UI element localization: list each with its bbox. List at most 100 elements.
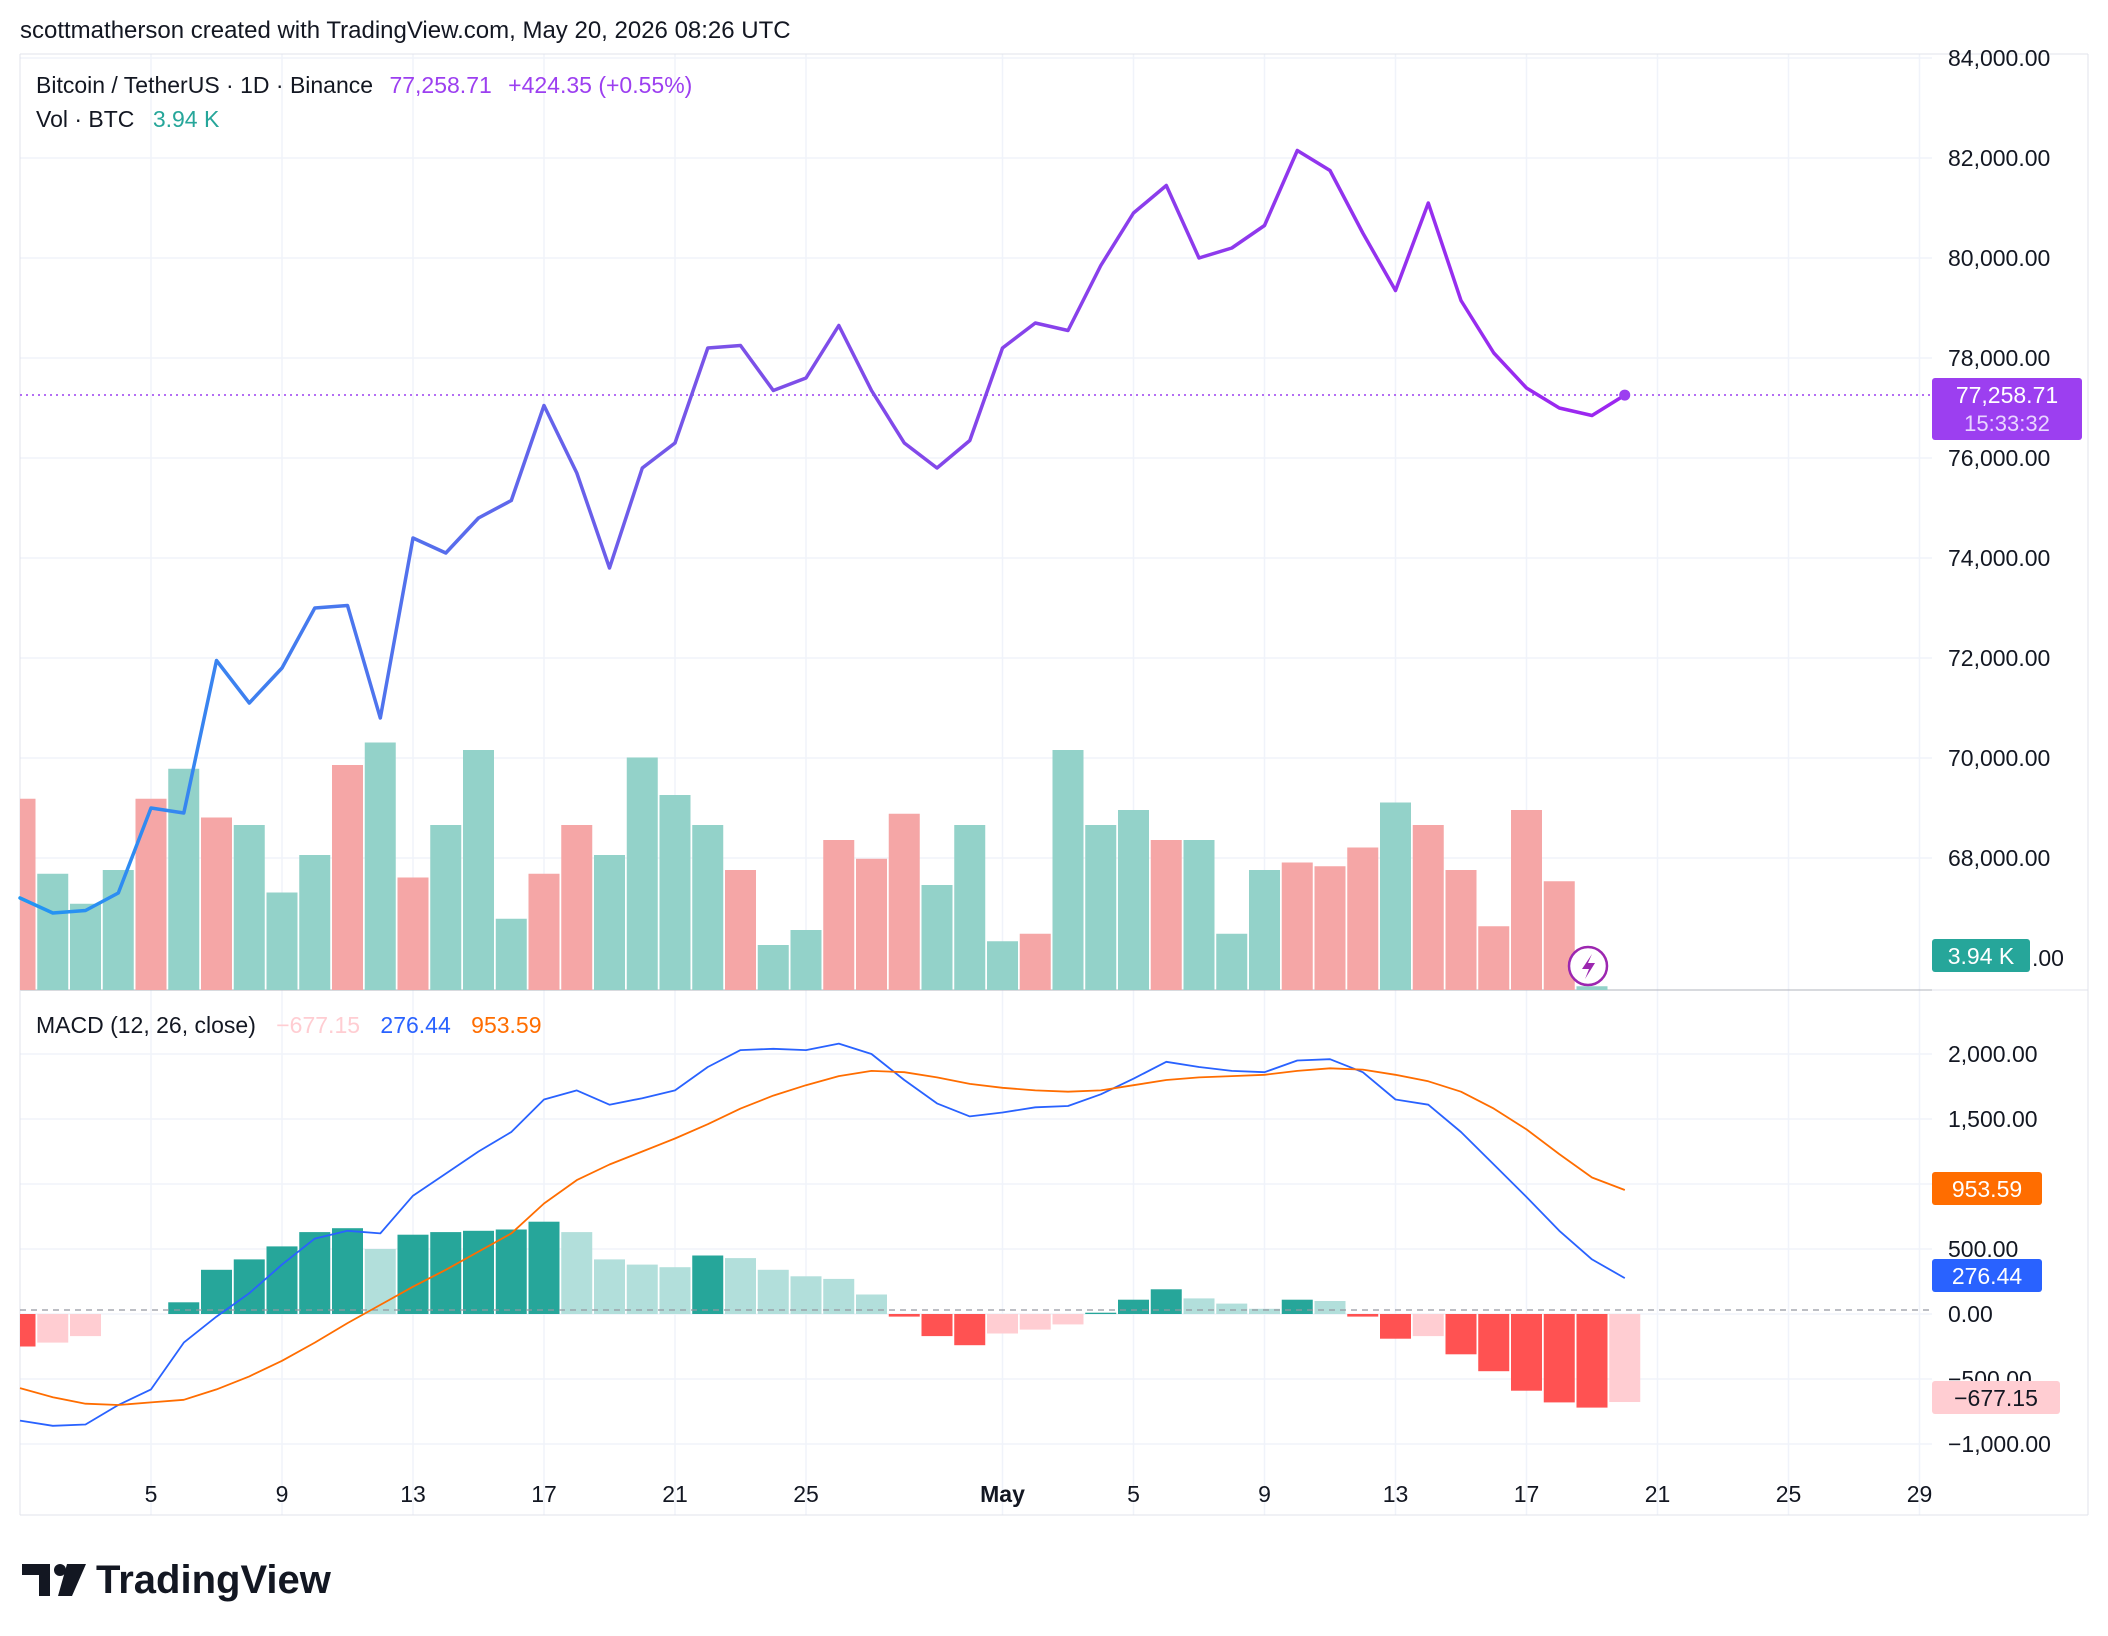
macd-histogram-bar [1347, 1314, 1379, 1317]
legend-volume: Vol · BTC 3.94 K [36, 106, 220, 132]
macd-histogram-bar [70, 1314, 101, 1337]
volume-bar [1347, 847, 1379, 990]
macd-histogram-bar [1281, 1299, 1313, 1314]
macd-tick-label: −1,000.00 [1948, 1431, 2051, 1457]
volume-bar [168, 768, 200, 990]
volume-bar [266, 892, 298, 990]
tradingview-logo-icon [22, 1564, 86, 1596]
volume-bar [921, 885, 953, 990]
macd-histogram-bar [1543, 1314, 1575, 1403]
macd-histogram-bar [201, 1269, 232, 1314]
volume-bar [692, 825, 724, 990]
time-tick-label: May [980, 1481, 1025, 1507]
volume-bar [1183, 840, 1215, 990]
macd-histogram-bar [528, 1221, 560, 1314]
volume-bar [528, 873, 560, 990]
legend-price: 77,258.71 [389, 72, 491, 98]
time-tick-label: 5 [1127, 1481, 1140, 1507]
attribution-text: scottmatherson created with TradingView.… [20, 17, 791, 44]
macd-histogram-bar [1052, 1314, 1084, 1325]
macd-badge-value: 276.44 [1952, 1263, 2023, 1289]
volume-bar [823, 840, 855, 990]
volume-bar [594, 855, 625, 990]
macd-histogram-bar [823, 1278, 855, 1314]
time-tick-label: 17 [1514, 1481, 1540, 1507]
volume-bar [233, 825, 265, 990]
macd-histogram-bar [37, 1314, 69, 1343]
price-tick-label: 70,000.00 [1948, 745, 2050, 771]
macd-histogram-bar [430, 1232, 462, 1314]
volume-bar [20, 798, 36, 990]
macd-badge: 276.44 [1932, 1259, 2042, 1292]
price-tick-label: 84,000.00 [1948, 45, 2050, 71]
macd-histogram-bar [495, 1229, 527, 1314]
price-tick-label: 82,000.00 [1948, 145, 2050, 171]
macd-histogram-bar [168, 1302, 200, 1314]
volume-bar [1445, 870, 1477, 990]
macd-histogram-bar [921, 1314, 953, 1337]
legend-macd-hist: −677.15 [276, 1012, 360, 1038]
time-axis: 5 9 13 17 21 25 May 5 9 13 17 21 25 29 [145, 1481, 1933, 1507]
time-tick-label: 25 [1776, 1481, 1802, 1507]
price-badge-value: 77,258.71 [1956, 382, 2058, 408]
time-tick-label: 29 [1907, 1481, 1933, 1507]
tradingview-logo: TradingView [22, 1558, 332, 1602]
macd-histogram-bar [1576, 1314, 1608, 1408]
legend-macd-signal: 953.59 [471, 1012, 541, 1038]
time-tick-label: 17 [531, 1481, 557, 1507]
volume-bar [1314, 866, 1346, 990]
volume-bar [1380, 802, 1411, 990]
macd-histogram-bar [1085, 1312, 1117, 1314]
volume-bar [70, 903, 101, 990]
time-tick-label: 13 [1383, 1481, 1409, 1507]
macd-tick-label: 0.00 [1948, 1301, 1993, 1327]
volume-bar [1281, 862, 1313, 990]
macd-axis: −1,000.00−500.000.00500.001,500.002,000.… [1948, 1041, 2051, 1457]
volume-bar [1249, 870, 1280, 990]
macd-histogram-bar [594, 1259, 625, 1314]
volume-bar [1118, 810, 1149, 990]
volume-bar [430, 825, 462, 990]
macd-histogram-bar [888, 1314, 920, 1317]
macd-line [19, 1042, 1626, 1427]
volume-bar [201, 817, 232, 990]
volume-bar [1150, 840, 1182, 990]
volume-bar [1216, 933, 1248, 990]
macd-tick-label: 500.00 [1948, 1236, 2018, 1262]
volume-bar [364, 742, 396, 990]
volume-bar [332, 765, 363, 990]
signal-badge: 953.59 [1932, 1172, 2042, 1205]
price-tick-label: 78,000.00 [1948, 345, 2050, 371]
volume-bar [1085, 825, 1117, 990]
macd-histogram-bar [332, 1228, 363, 1314]
macd-histogram-bar [659, 1267, 691, 1314]
legend-vol-value: 3.94 K [153, 106, 220, 132]
time-tick-label: 21 [662, 1481, 688, 1507]
volume-bar [463, 750, 494, 990]
price-tick-label: 72,000.00 [1948, 645, 2050, 671]
volume-bar [561, 825, 593, 990]
macd-histogram-bar [1216, 1303, 1248, 1314]
price-tick-label: 68,000.00 [1948, 845, 2050, 871]
volume-bar [954, 825, 986, 990]
macd-histogram-series [20, 1221, 1641, 1408]
time-tick-label: 25 [793, 1481, 819, 1507]
signal-line [19, 1067, 1626, 1406]
brand-name: TradingView [96, 1558, 332, 1602]
signal-badge-value: 953.59 [1952, 1176, 2022, 1202]
volume-bar [1576, 986, 1608, 990]
macd-histogram-bar [364, 1249, 396, 1314]
volume-badge: 3.94 K [1932, 939, 2030, 972]
macd-histogram-bar [987, 1314, 1018, 1334]
volume-bar [135, 798, 167, 990]
macd-histogram-bar [1445, 1314, 1477, 1355]
lightning-icon[interactable] [1567, 945, 1609, 987]
volume-bar [725, 870, 756, 990]
volume-bar [790, 930, 822, 990]
macd-histogram-bar [1412, 1314, 1444, 1337]
volume-bar [102, 870, 134, 990]
macd-histogram-bar [397, 1234, 429, 1314]
last-price-dot [1619, 389, 1631, 401]
countdown-badge-value: 15:33:32 [1964, 411, 2050, 436]
